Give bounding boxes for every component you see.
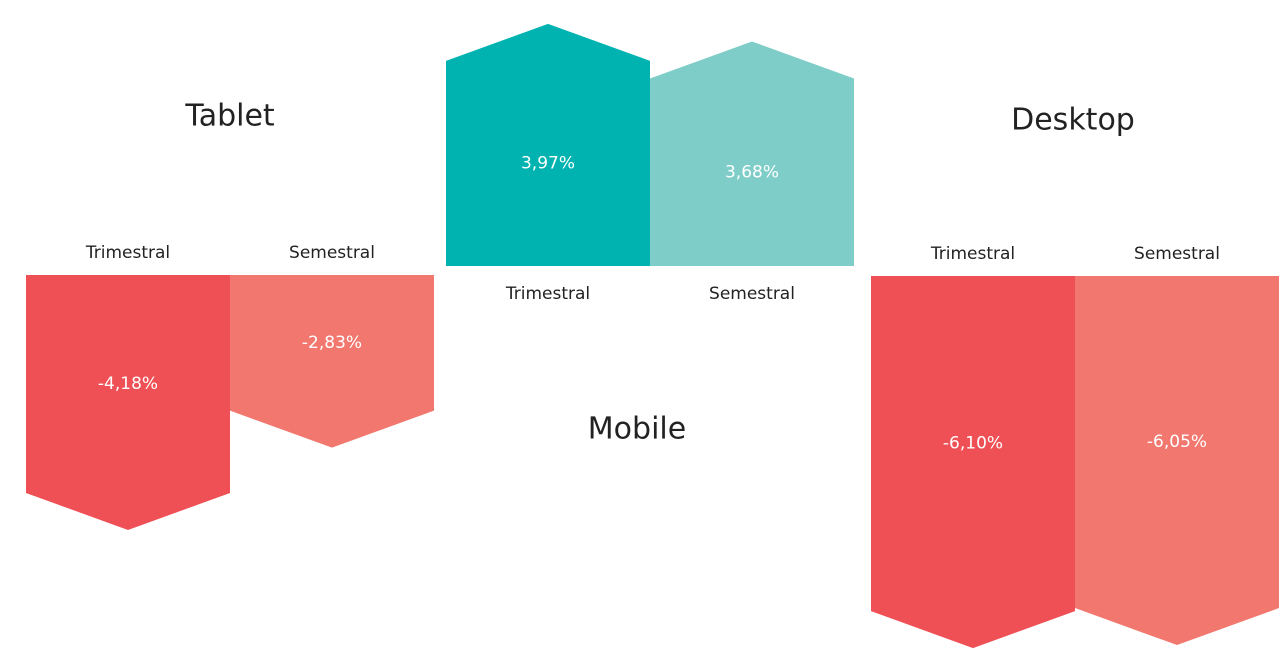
value-label: 3,68%	[725, 162, 779, 182]
group-title: Desktop	[1011, 103, 1135, 138]
category-label: Semestral	[709, 284, 795, 304]
arrow-bar	[26, 275, 230, 530]
group-title: Mobile	[588, 412, 686, 447]
arrow-bar	[230, 275, 434, 448]
category-label: Semestral	[289, 243, 375, 263]
arrow-bar	[650, 41, 854, 266]
category-label: Semestral	[1134, 244, 1220, 264]
value-label: -6,10%	[943, 434, 1003, 454]
category-label: Trimestral	[930, 244, 1015, 264]
arrow-bar	[446, 23, 650, 266]
value-label: -4,18%	[98, 374, 158, 394]
value-label: -6,05%	[1147, 432, 1207, 452]
arrow-bar	[1075, 276, 1279, 646]
group-title: Tablet	[184, 99, 275, 134]
value-label: -2,83%	[302, 333, 362, 353]
category-label: Trimestral	[505, 284, 590, 304]
value-label: 3,97%	[521, 153, 575, 173]
category-label: Trimestral	[85, 243, 170, 263]
arrow-bar	[871, 276, 1075, 649]
